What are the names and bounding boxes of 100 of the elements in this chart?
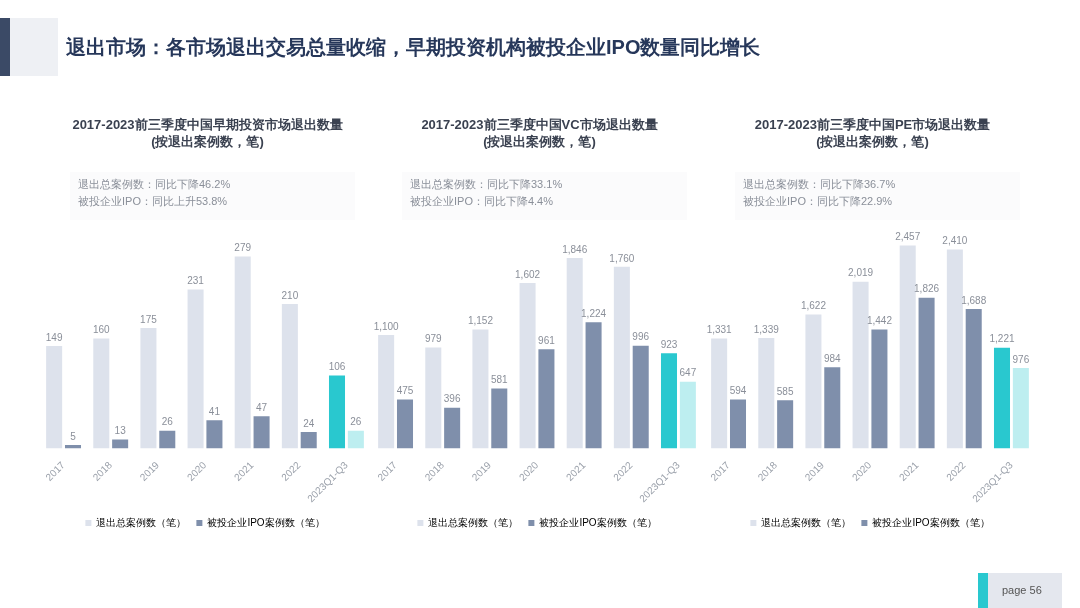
chart-subtitle: (按退出案例数，笔) — [815, 133, 930, 150]
chart-subtitle: (按退出案例数，笔) — [482, 133, 597, 150]
data-label: 961 — [538, 335, 556, 347]
bar — [281, 303, 298, 449]
chart-title: 2017-2023前三季度中国PE市场退出数量 — [753, 116, 992, 133]
text: 退出总案例数：同比下降46.2% — [78, 177, 232, 192]
data-label: 396 — [443, 393, 461, 405]
data-label: 26 — [350, 416, 362, 428]
bar — [328, 375, 346, 449]
data-label: 24 — [303, 417, 315, 429]
data-label: 1,100 — [373, 320, 400, 332]
data-label: 594 — [729, 385, 747, 397]
bar — [491, 388, 508, 449]
bar — [159, 430, 176, 449]
bar — [1012, 367, 1029, 449]
chart-title: 2017-2023前三季度中国早期投资市场退出数量 — [71, 116, 344, 133]
text: 退出市场：各市场退出交易总量收缩，早期投资机构被投企业IPO数量同比增长 — [66, 35, 761, 60]
bar — [585, 322, 602, 449]
data-label: 160 — [92, 324, 111, 336]
text: 退出总案例数：同比下降36.7% — [743, 177, 897, 192]
bar — [206, 420, 223, 449]
text: 被投企业IPO：同比下降22.9% — [743, 194, 894, 209]
legend-label: 被投企业IPO案例数（笔） — [539, 516, 657, 528]
data-label: 1,846 — [562, 243, 588, 255]
data-label: 976 — [1012, 353, 1030, 365]
data-label: 41 — [208, 406, 221, 418]
bar — [396, 399, 414, 449]
bar — [758, 337, 775, 449]
chart-subtitle: (按退出案例数，笔) — [150, 133, 265, 150]
data-label: 647 — [679, 367, 697, 379]
data-label: 1,221 — [989, 333, 1015, 345]
bar — [632, 345, 649, 449]
data-label: 231 — [187, 275, 205, 287]
bar — [965, 309, 982, 449]
bar — [93, 338, 110, 449]
bar — [824, 367, 841, 449]
text: 被投企业IPO：同比下降4.4% — [410, 194, 555, 209]
bar — [234, 256, 251, 449]
data-label: 1,442 — [866, 315, 893, 327]
bar — [679, 381, 696, 449]
data-label: 149 — [45, 331, 63, 343]
data-label: 279 — [234, 242, 252, 254]
bar — [253, 416, 270, 449]
bar — [519, 283, 536, 449]
bar — [566, 257, 583, 449]
data-label: 175 — [140, 313, 158, 325]
bar — [729, 399, 747, 449]
bar — [46, 345, 63, 449]
bar — [805, 314, 822, 449]
bar — [112, 439, 129, 449]
bar — [347, 430, 364, 449]
data-label: 1,602 — [515, 268, 541, 280]
bar — [378, 334, 395, 449]
bar — [472, 329, 489, 449]
bar — [946, 249, 963, 449]
data-label: 2,410 — [942, 235, 968, 247]
bar — [777, 400, 794, 449]
data-label: 996 — [632, 331, 650, 343]
data-label: 1,826 — [914, 283, 940, 295]
bar — [140, 328, 157, 449]
data-label: 1,339 — [753, 323, 780, 335]
data-label: 1,224 — [581, 307, 607, 319]
data-label: 923 — [660, 338, 678, 350]
text: 被投企业IPO：同比上升53.8% — [78, 194, 229, 209]
data-label: 581 — [490, 374, 509, 386]
data-label: 1,331 — [706, 324, 733, 336]
bar — [444, 407, 461, 449]
data-label: 1,688 — [961, 294, 987, 306]
data-label: 475 — [396, 385, 414, 397]
data-label: 2,019 — [848, 267, 874, 279]
bar — [871, 329, 888, 449]
data-label: 1,152 — [467, 315, 494, 327]
bar — [425, 347, 442, 449]
legend-label: 被投企业IPO案例数（笔） — [872, 516, 990, 528]
data-label: 106 — [328, 361, 346, 373]
legend-label: 退出总案例数（笔） — [761, 516, 852, 528]
data-label: 1,622 — [800, 300, 827, 312]
data-label: 1,760 — [609, 252, 635, 264]
data-label: 47 — [256, 401, 268, 413]
text: page 56 — [978, 573, 1062, 608]
data-label: 979 — [424, 333, 443, 345]
bar — [538, 349, 555, 449]
bar — [187, 289, 204, 449]
bar — [993, 347, 1011, 449]
bar — [899, 245, 916, 449]
legend-label: 被投企业IPO案例数（笔） — [207, 516, 325, 528]
bar — [918, 297, 935, 449]
legend-label: 退出总案例数（笔） — [428, 516, 519, 528]
text: 退出总案例数：同比下降33.1% — [410, 177, 564, 192]
bar — [852, 281, 869, 449]
data-label: 13 — [114, 425, 127, 437]
data-label: 210 — [281, 289, 299, 301]
chart-title: 2017-2023前三季度中国VC市场退出数量 — [420, 116, 659, 133]
bar — [613, 266, 630, 449]
bar — [660, 353, 678, 449]
bar — [300, 432, 317, 449]
data-label: 585 — [776, 385, 794, 397]
bar — [711, 338, 728, 449]
data-label: 26 — [161, 416, 174, 428]
data-label: 2,457 — [895, 231, 921, 243]
